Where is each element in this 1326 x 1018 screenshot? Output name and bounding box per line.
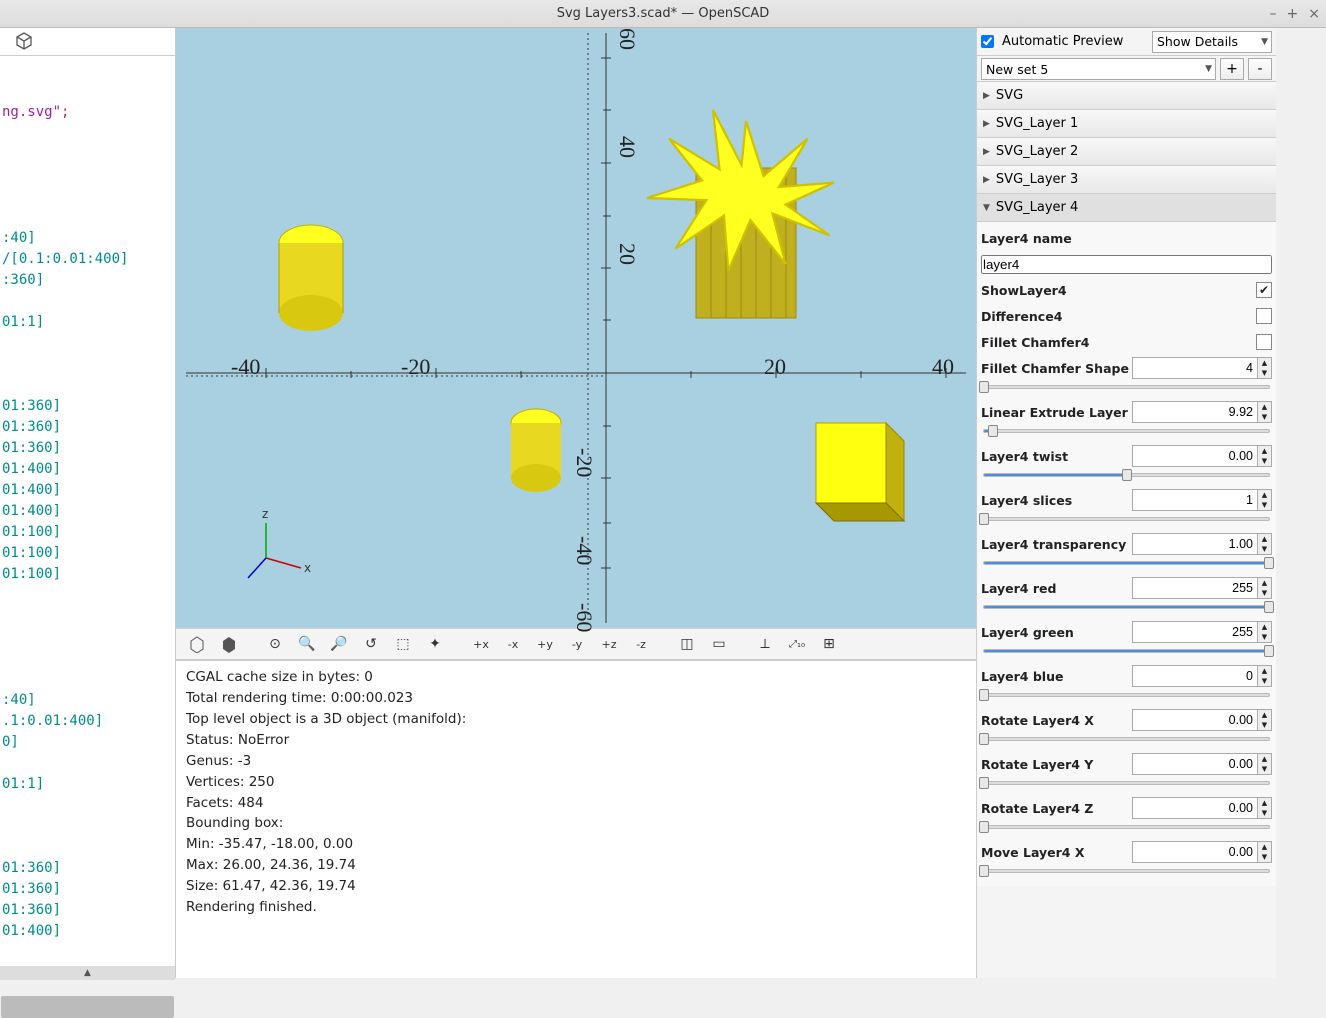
slider[interactable] [981, 646, 1272, 660]
zoom-in-icon[interactable]: 🔍 [294, 632, 320, 656]
close-icon[interactable]: × [1308, 6, 1320, 22]
zoom-fit-icon[interactable]: ⊙ [262, 632, 288, 656]
spin-input[interactable]: ▲▼ [1132, 401, 1272, 423]
slider[interactable] [981, 602, 1272, 616]
slider[interactable] [981, 382, 1272, 396]
layer-name-input[interactable] [981, 255, 1272, 274]
geometry-icon[interactable] [14, 30, 34, 54]
section-header[interactable]: ▶SVG_Layer 1 [977, 110, 1276, 138]
spin-input[interactable]: ▲▼ [1132, 533, 1272, 555]
measure-icon[interactable]: ⟂ [752, 632, 778, 656]
axis-label: 60 [614, 28, 640, 50]
axis-label: 40 [614, 136, 640, 158]
section-header[interactable]: ▶SVG_Layer 3 [977, 166, 1276, 194]
minimize-icon[interactable]: – [1270, 6, 1277, 22]
slider[interactable] [981, 426, 1272, 440]
slider[interactable] [981, 470, 1272, 484]
zoom-out-icon[interactable]: 🔎 [326, 632, 352, 656]
editor-pane: ng.svg"; :40]/[0.1:0.01:400]:360] 01:1] … [0, 28, 176, 978]
spin-input[interactable]: ▲▼ [1132, 489, 1272, 511]
view-ny-icon[interactable]: -y [564, 632, 590, 656]
slider[interactable] [981, 690, 1272, 704]
spin-input[interactable]: ▲▼ [1132, 621, 1272, 643]
auto-preview-checkbox[interactable] [981, 35, 994, 48]
axis-label: -20 [401, 354, 430, 380]
spin-input[interactable]: ▲▼ [1132, 357, 1272, 379]
view-nx-icon[interactable]: -x [500, 632, 526, 656]
preset-dropdown[interactable]: New set 5▼ [981, 58, 1216, 80]
perspective-icon[interactable]: ◫ [674, 632, 700, 656]
view-py-icon[interactable]: +y [532, 632, 558, 656]
axis-label: 20 [614, 243, 640, 265]
spin-input[interactable]: ▲▼ [1132, 445, 1272, 467]
3d-viewport[interactable]: x z -40 -20 20 40 60 40 20 -20 -40 -60 [176, 28, 976, 628]
view-pz-icon[interactable]: +z [596, 632, 622, 656]
console-output: CGAL cache size in bytes: 0Total renderi… [176, 660, 976, 978]
axis-label: -20 [571, 448, 597, 477]
svg-text:x: x [304, 561, 311, 575]
view-mode-icon[interactable]: ⬚ [390, 632, 416, 656]
checkbox[interactable] [1256, 334, 1272, 350]
section-header[interactable]: ▶SVG [977, 82, 1276, 110]
customizer-panel: Automatic Preview Show Details▼ New set … [976, 28, 1276, 978]
slider[interactable] [981, 514, 1272, 528]
axis-label: -40 [231, 354, 260, 380]
editor-toolbar [0, 28, 175, 56]
slider[interactable] [981, 778, 1272, 792]
grid-icon[interactable]: ⊞ [816, 632, 842, 656]
window-buttons: – + × [1270, 6, 1320, 22]
spin-input[interactable]: ▲▼ [1132, 577, 1272, 599]
scroll-thumb[interactable] [1, 996, 174, 1018]
render-icon[interactable] [216, 632, 242, 656]
view-nz-icon[interactable]: -z [628, 632, 654, 656]
auto-preview-label: Automatic Preview [1002, 34, 1123, 49]
axis-label: 40 [932, 354, 954, 380]
svg-text:z: z [262, 507, 268, 521]
titlebar: Svg Layers3.scad* — OpenSCAD – + × [0, 0, 1326, 28]
window-title: Svg Layers3.scad* — OpenSCAD [557, 6, 770, 21]
editor-scrollbar[interactable]: ▲ [0, 966, 175, 1018]
spin-input[interactable]: ▲▼ [1132, 797, 1272, 819]
axis-label: -60 [571, 603, 597, 632]
axis-label: 20 [764, 354, 786, 380]
spin-input[interactable]: ▲▼ [1132, 709, 1272, 731]
slider[interactable] [981, 558, 1272, 572]
axis-label: -40 [571, 536, 597, 565]
slider[interactable] [981, 866, 1272, 880]
axes-icon[interactable]: ✦ [422, 632, 448, 656]
slider[interactable] [981, 734, 1272, 748]
sections-accordion: ▶SVG▶SVG_Layer 1▶SVG_Layer 2▶SVG_Layer 3… [977, 82, 1276, 978]
spin-input[interactable]: ▲▼ [1132, 753, 1272, 775]
code-editor[interactable]: ng.svg"; :40]/[0.1:0.01:400]:360] 01:1] … [0, 56, 175, 966]
section-header[interactable]: ▼SVG_Layer 4 [977, 194, 1276, 222]
slider[interactable] [981, 822, 1272, 836]
section-body: Layer4 nameShowLayer4✔Difference4Fillet … [977, 222, 1276, 886]
viewport-toolbar: ⊙ 🔍 🔎 ↺ ⬚ ✦ +x -x +y -y +z -z ◫ ▭ ⟂ ⤢₁₀ … [176, 628, 976, 660]
reset-view-icon[interactable]: ↺ [358, 632, 384, 656]
scale-icon[interactable]: ⤢₁₀ [784, 632, 810, 656]
ortho-icon[interactable]: ▭ [706, 632, 732, 656]
add-preset-button[interactable]: + [1220, 58, 1244, 80]
spin-input[interactable]: ▲▼ [1132, 841, 1272, 863]
checkbox[interactable]: ✔ [1256, 282, 1272, 298]
preview-icon[interactable] [184, 632, 210, 656]
maximize-icon[interactable]: + [1287, 6, 1299, 22]
section-header[interactable]: ▶SVG_Layer 2 [977, 138, 1276, 166]
remove-preset-button[interactable]: - [1248, 58, 1272, 80]
view-px-icon[interactable]: +x [468, 632, 494, 656]
checkbox[interactable] [1256, 308, 1272, 324]
spin-input[interactable]: ▲▼ [1132, 665, 1272, 687]
show-details-dropdown[interactable]: Show Details▼ [1152, 31, 1272, 53]
